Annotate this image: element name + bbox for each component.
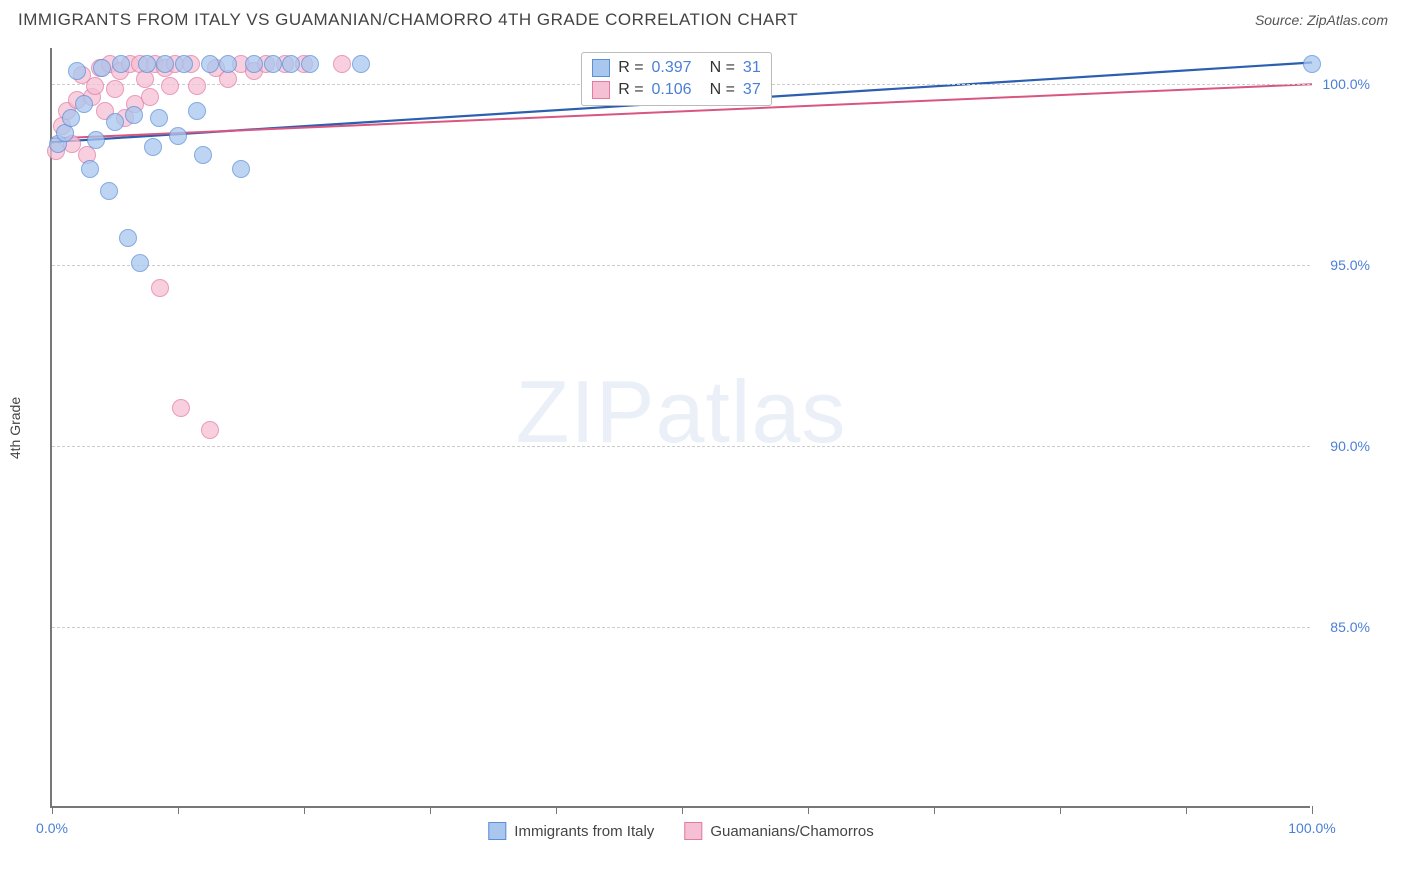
legend-swatch [488,822,506,840]
gridline [52,446,1310,447]
x-tick [556,806,557,814]
x-tick-label: 0.0% [36,820,68,836]
stats-row: R = 0.106 N = 37 [592,79,761,101]
data-point [131,254,149,272]
data-point [175,55,193,73]
data-point [87,131,105,149]
x-tick [52,806,53,814]
data-point [232,160,250,178]
legend-swatch [684,822,702,840]
watermark: ZIPatlas [516,361,847,463]
plot-area: ZIPatlas 85.0%90.0%95.0%100.0%0.0%100.0%… [50,48,1310,808]
stats-box: R = 0.397 N = 31 R = 0.106 N = 37 [581,52,772,106]
series-swatch [592,59,610,77]
data-point [106,113,124,131]
stats-row: R = 0.397 N = 31 [592,57,761,79]
y-tick-label: 85.0% [1315,619,1370,635]
data-point [282,55,300,73]
data-point [156,55,174,73]
data-point [125,106,143,124]
data-point [172,399,190,417]
data-point [100,182,118,200]
data-point [169,127,187,145]
x-tick [430,806,431,814]
data-point [201,55,219,73]
data-point [86,77,104,95]
x-tick [934,806,935,814]
x-tick [1060,806,1061,814]
x-tick [808,806,809,814]
data-point [352,55,370,73]
n-label: N = [710,59,735,77]
legend-item: Guamanians/Chamorros [684,822,873,840]
data-point [150,109,168,127]
data-point [245,55,263,73]
data-point [112,55,130,73]
n-label: N = [710,81,735,99]
data-point [1303,55,1321,73]
data-point [68,62,86,80]
data-point [161,77,179,95]
data-point [333,55,351,73]
r-label: R = [618,59,643,77]
data-point [106,80,124,98]
legend-label: Immigrants from Italy [514,823,654,840]
series-swatch [592,81,610,99]
x-tick [1186,806,1187,814]
data-point [144,138,162,156]
r-value: 0.397 [652,59,692,77]
y-tick-label: 90.0% [1315,438,1370,454]
data-point [188,102,206,120]
y-axis-label: 4th Grade [7,397,23,459]
data-point [75,95,93,113]
legend: Immigrants from Italy Guamanians/Chamorro… [488,822,873,840]
x-tick [1312,806,1313,814]
data-point [219,55,237,73]
legend-item: Immigrants from Italy [488,822,654,840]
data-point [301,55,319,73]
data-point [141,88,159,106]
n-value: 37 [743,81,761,99]
x-tick-label: 100.0% [1288,820,1335,836]
data-point [188,77,206,95]
y-tick-label: 95.0% [1315,257,1370,273]
data-point [201,421,219,439]
chart-title: IMMIGRANTS FROM ITALY VS GUAMANIAN/CHAMO… [18,10,798,30]
source-label: Source: ZipAtlas.com [1255,12,1388,28]
data-point [194,146,212,164]
data-point [62,109,80,127]
x-tick [304,806,305,814]
r-value: 0.106 [652,81,692,99]
data-point [93,59,111,77]
chart-container: 4th Grade ZIPatlas 85.0%90.0%95.0%100.0%… [50,48,1370,808]
gridline [52,265,1310,266]
data-point [81,160,99,178]
y-tick-label: 100.0% [1315,76,1370,92]
legend-label: Guamanians/Chamorros [710,823,873,840]
data-point [138,55,156,73]
data-point [264,55,282,73]
gridline [52,627,1310,628]
data-point [151,279,169,297]
x-tick [682,806,683,814]
r-label: R = [618,81,643,99]
n-value: 31 [743,59,761,77]
data-point [119,229,137,247]
x-tick [178,806,179,814]
